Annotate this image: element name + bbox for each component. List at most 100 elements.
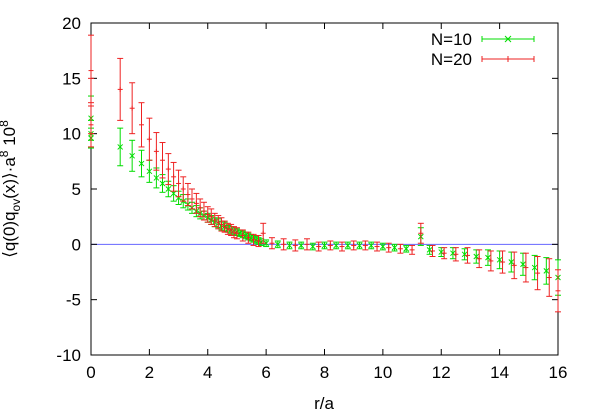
data-point — [374, 241, 381, 252]
x-tick-label: 16 — [549, 363, 568, 382]
data-point — [280, 238, 287, 251]
data-point — [464, 247, 471, 264]
data-point — [555, 269, 561, 313]
data-point — [321, 241, 328, 250]
data-point — [268, 237, 275, 250]
legend-label: N=10 — [431, 30, 472, 49]
data-point — [224, 222, 231, 235]
data-point — [260, 222, 267, 244]
y-tick-label: 20 — [62, 14, 81, 33]
data-point — [417, 222, 424, 244]
data-point — [379, 242, 386, 251]
data-point — [117, 57, 124, 121]
y-tick-label: -10 — [56, 346, 81, 365]
data-point — [344, 241, 351, 250]
y-tick-label: 15 — [62, 69, 81, 88]
series-layer — [88, 34, 561, 313]
data-point — [218, 217, 225, 232]
data-point — [129, 139, 136, 172]
x-tick-label: 4 — [203, 363, 212, 382]
data-point — [138, 102, 145, 148]
data-point — [188, 188, 195, 210]
data-point — [250, 233, 257, 246]
legend-marker — [505, 56, 511, 62]
legend-entry: N=20 — [431, 50, 535, 69]
y-axis-label-factor: 10 — [0, 127, 19, 151]
y-axis-label: ⟨q(0)qov(x)⟩·a8 108 — [0, 120, 23, 258]
y-axis-label-sup2: 8 — [0, 120, 11, 127]
data-point — [303, 238, 310, 251]
data-point — [180, 176, 187, 202]
x-tick-label: 12 — [432, 363, 451, 382]
y-tick-label: 0 — [72, 235, 81, 254]
plot-border — [90, 22, 559, 356]
data-point — [484, 249, 491, 266]
axis-tick-labels: 0 2 4 6 8 10 12 14 16 -10 -5 0 5 10 15 20 — [56, 14, 567, 382]
data-point — [286, 241, 293, 250]
data-point — [193, 192, 200, 214]
data-point — [511, 251, 518, 280]
data-point — [292, 239, 299, 252]
legend: N=10N=20 — [431, 30, 535, 69]
y-axis-label-main: ⟨q(0)q — [0, 211, 19, 257]
data-point — [117, 127, 124, 167]
data-point — [153, 167, 160, 189]
data-point — [534, 256, 541, 291]
data-point — [204, 206, 211, 223]
data-point — [487, 250, 494, 272]
x-tick-label: 14 — [490, 363, 509, 382]
data-point — [522, 252, 529, 283]
data-point — [208, 208, 215, 225]
data-point — [546, 258, 553, 297]
y-tick-label: -5 — [66, 291, 81, 310]
x-axis-label: r/a — [314, 394, 334, 413]
data-point — [175, 169, 182, 198]
y-tick-label: 10 — [62, 125, 81, 144]
data-point — [452, 247, 459, 262]
data-point — [88, 102, 94, 148]
data-point — [496, 250, 503, 270]
data-point — [146, 159, 153, 183]
series-1 — [88, 95, 561, 296]
data-point — [327, 240, 334, 251]
x-tick-label: 10 — [373, 363, 392, 382]
data-point — [461, 248, 468, 261]
data-point — [391, 243, 398, 252]
data-point — [385, 242, 392, 253]
data-point — [403, 244, 410, 253]
data-point — [129, 82, 136, 135]
y-axis-label-sup1: 8 — [0, 150, 11, 157]
data-point — [499, 250, 506, 274]
data-point — [339, 241, 346, 252]
data-point — [221, 220, 228, 233]
plot-frame — [90, 22, 559, 356]
data-point — [165, 153, 172, 186]
data-point — [138, 149, 145, 178]
data-point — [231, 226, 238, 239]
data-point — [438, 247, 445, 258]
data-point — [397, 243, 404, 254]
y-axis-label-mid: (x)⟩·a — [0, 157, 19, 199]
data-point — [476, 249, 483, 269]
data-point — [159, 142, 166, 179]
data-point — [200, 201, 207, 221]
data-point — [233, 227, 240, 240]
data-point — [215, 215, 222, 230]
data-point — [473, 249, 480, 264]
data-point — [356, 241, 363, 250]
data-point — [228, 223, 235, 236]
data-point — [362, 240, 369, 251]
data-point — [245, 231, 252, 244]
x-tick-label: 8 — [320, 363, 329, 382]
data-point — [519, 252, 526, 276]
data-point — [184, 182, 191, 207]
data-point — [409, 244, 416, 255]
data-point — [429, 244, 436, 258]
data-point — [350, 240, 357, 251]
y-tick-label: 5 — [72, 180, 81, 199]
data-point — [441, 247, 448, 260]
legend-entry: N=10 — [431, 30, 535, 49]
data-point — [426, 244, 433, 255]
data-point — [239, 229, 246, 242]
